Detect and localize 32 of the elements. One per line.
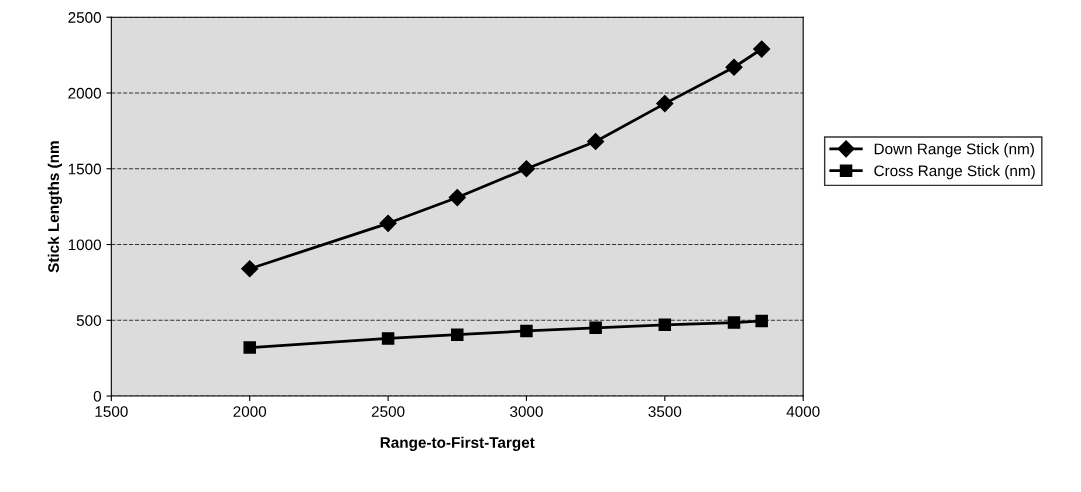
y-tick-label: 1500 <box>68 163 102 175</box>
x-tick-label: 1500 <box>95 406 128 417</box>
legend-label: Cross Range Stick (nm) <box>874 165 1035 180</box>
x-tick-label: 3500 <box>648 406 682 417</box>
point <box>589 321 602 335</box>
y-tick-label: 0 <box>93 390 102 402</box>
point <box>658 318 672 332</box>
point <box>243 341 256 354</box>
x-tick-label: 3000 <box>510 406 543 417</box>
point <box>727 316 741 329</box>
point <box>451 328 464 341</box>
point <box>755 314 768 328</box>
point <box>656 95 674 113</box>
y-tick-label: 1000 <box>68 239 102 251</box>
y-tick-label: 2500 <box>68 12 102 23</box>
point <box>587 132 605 151</box>
y-axis-title: Stick Lengths (nm <box>47 141 63 273</box>
y-tick-label: 500 <box>76 315 102 326</box>
x-tick-label: 4000 <box>786 406 820 417</box>
x-tick-label: 2500 <box>371 406 405 417</box>
legend-label: Down Range Stick (nm) <box>874 143 1034 158</box>
point <box>753 40 771 58</box>
point <box>381 332 395 345</box>
point <box>517 160 535 178</box>
x-axis-title: Range-to-First-Target <box>380 436 535 451</box>
point <box>448 188 466 207</box>
x-tick-label: 2000 <box>233 406 267 417</box>
y-tick-label: 2000 <box>68 87 102 99</box>
point <box>520 324 533 338</box>
point <box>241 260 259 278</box>
point <box>379 214 397 232</box>
point <box>725 58 743 76</box>
